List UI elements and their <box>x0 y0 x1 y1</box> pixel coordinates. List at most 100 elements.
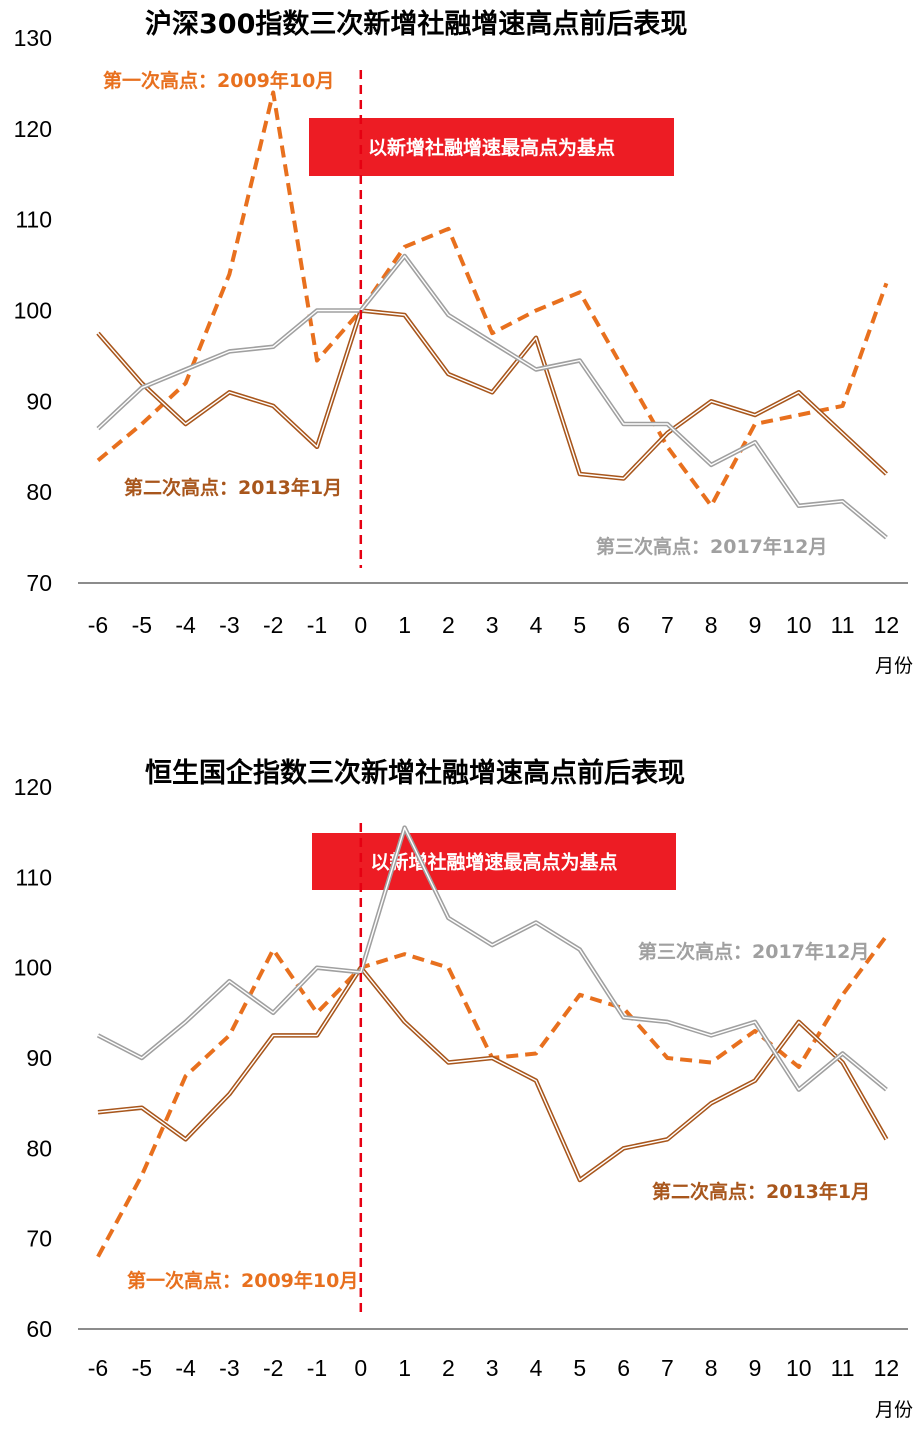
x-tick-label: 1 <box>398 612 411 638</box>
data-point <box>316 359 319 362</box>
chart-title: 沪深300指数三次新增社融增速高点前后表现 <box>145 8 687 40</box>
x-tick-label: -5 <box>132 1355 152 1381</box>
data-point <box>316 966 319 969</box>
banner-background <box>312 833 676 890</box>
data-point <box>140 1174 143 1177</box>
banner-background <box>309 118 674 176</box>
data-point <box>228 980 231 983</box>
data-point <box>885 536 888 539</box>
data-point <box>272 1034 275 1037</box>
x-tick-label: 2 <box>442 1355 455 1381</box>
data-point <box>578 948 581 951</box>
data-point <box>666 445 669 448</box>
banner-text: 以新增社融增速最高点为基点 <box>368 136 615 159</box>
data-point <box>578 993 581 996</box>
data-point <box>403 826 406 829</box>
data-point <box>710 504 713 507</box>
y-tick-label: 130 <box>14 25 52 51</box>
series-2-line <box>97 965 889 1183</box>
series-3-line <box>96 253 888 540</box>
data-point <box>447 1061 450 1064</box>
x-tick-label: -3 <box>219 1355 239 1381</box>
data-point <box>885 282 888 285</box>
y-tick-label: 70 <box>26 570 52 596</box>
data-point <box>797 413 800 416</box>
data-point <box>491 944 494 947</box>
x-tick-label: -6 <box>88 612 108 638</box>
x-tick-label: -2 <box>263 612 283 638</box>
series-line-inner <box>97 255 887 539</box>
data-point <box>754 1079 757 1082</box>
y-tick-label: 80 <box>26 479 52 505</box>
series-1-line <box>96 934 889 1258</box>
data-point <box>272 1011 275 1014</box>
data-point <box>97 1255 100 1258</box>
data-point <box>228 350 231 353</box>
x-tick-label: -1 <box>307 1355 327 1381</box>
data-point <box>491 332 494 335</box>
data-point <box>666 1057 669 1060</box>
data-point <box>403 245 406 248</box>
y-tick-label: 80 <box>26 1135 52 1161</box>
data-point <box>97 459 100 462</box>
x-tick-label: 9 <box>749 612 762 638</box>
x-tick-label: 12 <box>874 612 900 638</box>
x-tick-label: 12 <box>874 1355 900 1381</box>
data-point <box>140 386 143 389</box>
data-point <box>535 1052 538 1055</box>
data-point <box>97 332 100 335</box>
x-tick-label: 5 <box>573 1355 586 1381</box>
data-point <box>841 500 844 503</box>
data-point <box>140 1057 143 1060</box>
data-point <box>272 404 275 407</box>
data-point <box>885 1138 888 1141</box>
series-2-label: 第二次高点：2013年1月 <box>124 476 342 499</box>
data-point <box>184 423 187 426</box>
data-point <box>754 1029 757 1032</box>
data-point <box>841 1052 844 1055</box>
data-point <box>491 341 494 344</box>
data-point <box>666 1020 669 1023</box>
x-tick-label: 1 <box>398 1355 411 1381</box>
series-1-label: 第一次高点：2009年10月 <box>103 69 334 92</box>
data-point <box>447 314 450 317</box>
x-tick-label: 7 <box>661 612 674 638</box>
data-point <box>228 1034 231 1037</box>
base-point-banner: 以新增社融增速最高点为基点 <box>309 118 674 176</box>
data-point <box>797 1088 800 1091</box>
data-point <box>535 368 538 371</box>
y-tick-label: 120 <box>14 116 52 142</box>
data-point <box>666 1138 669 1141</box>
data-point <box>754 423 757 426</box>
data-point <box>140 1106 143 1109</box>
data-point <box>885 1088 888 1091</box>
data-point <box>403 314 406 317</box>
x-tick-label: 10 <box>786 1355 812 1381</box>
data-point <box>578 473 581 476</box>
data-point <box>491 1057 494 1060</box>
chart-1: 沪深300指数三次新增社融增速高点前后表现708090100110120130-… <box>14 8 913 677</box>
data-point <box>797 504 800 507</box>
data-point <box>403 255 406 258</box>
data-point <box>316 1034 319 1037</box>
x-tick-label: 4 <box>530 1355 543 1381</box>
data-point <box>841 993 844 996</box>
data-point <box>622 1007 625 1010</box>
data-point <box>841 432 844 435</box>
data-point <box>754 441 757 444</box>
data-point <box>184 1138 187 1141</box>
x-tick-label: 9 <box>749 1355 762 1381</box>
data-point <box>578 359 581 362</box>
data-point <box>710 1102 713 1105</box>
data-point <box>403 1020 406 1023</box>
series-line-path <box>96 90 889 508</box>
data-point <box>710 1061 713 1064</box>
data-point <box>491 391 494 394</box>
series-line-outer <box>97 965 889 1183</box>
x-tick-label: 5 <box>573 612 586 638</box>
data-point <box>535 336 538 339</box>
data-point <box>622 368 625 371</box>
series-1-label: 第一次高点：2009年10月 <box>127 1269 358 1292</box>
x-tick-label: 2 <box>442 612 455 638</box>
